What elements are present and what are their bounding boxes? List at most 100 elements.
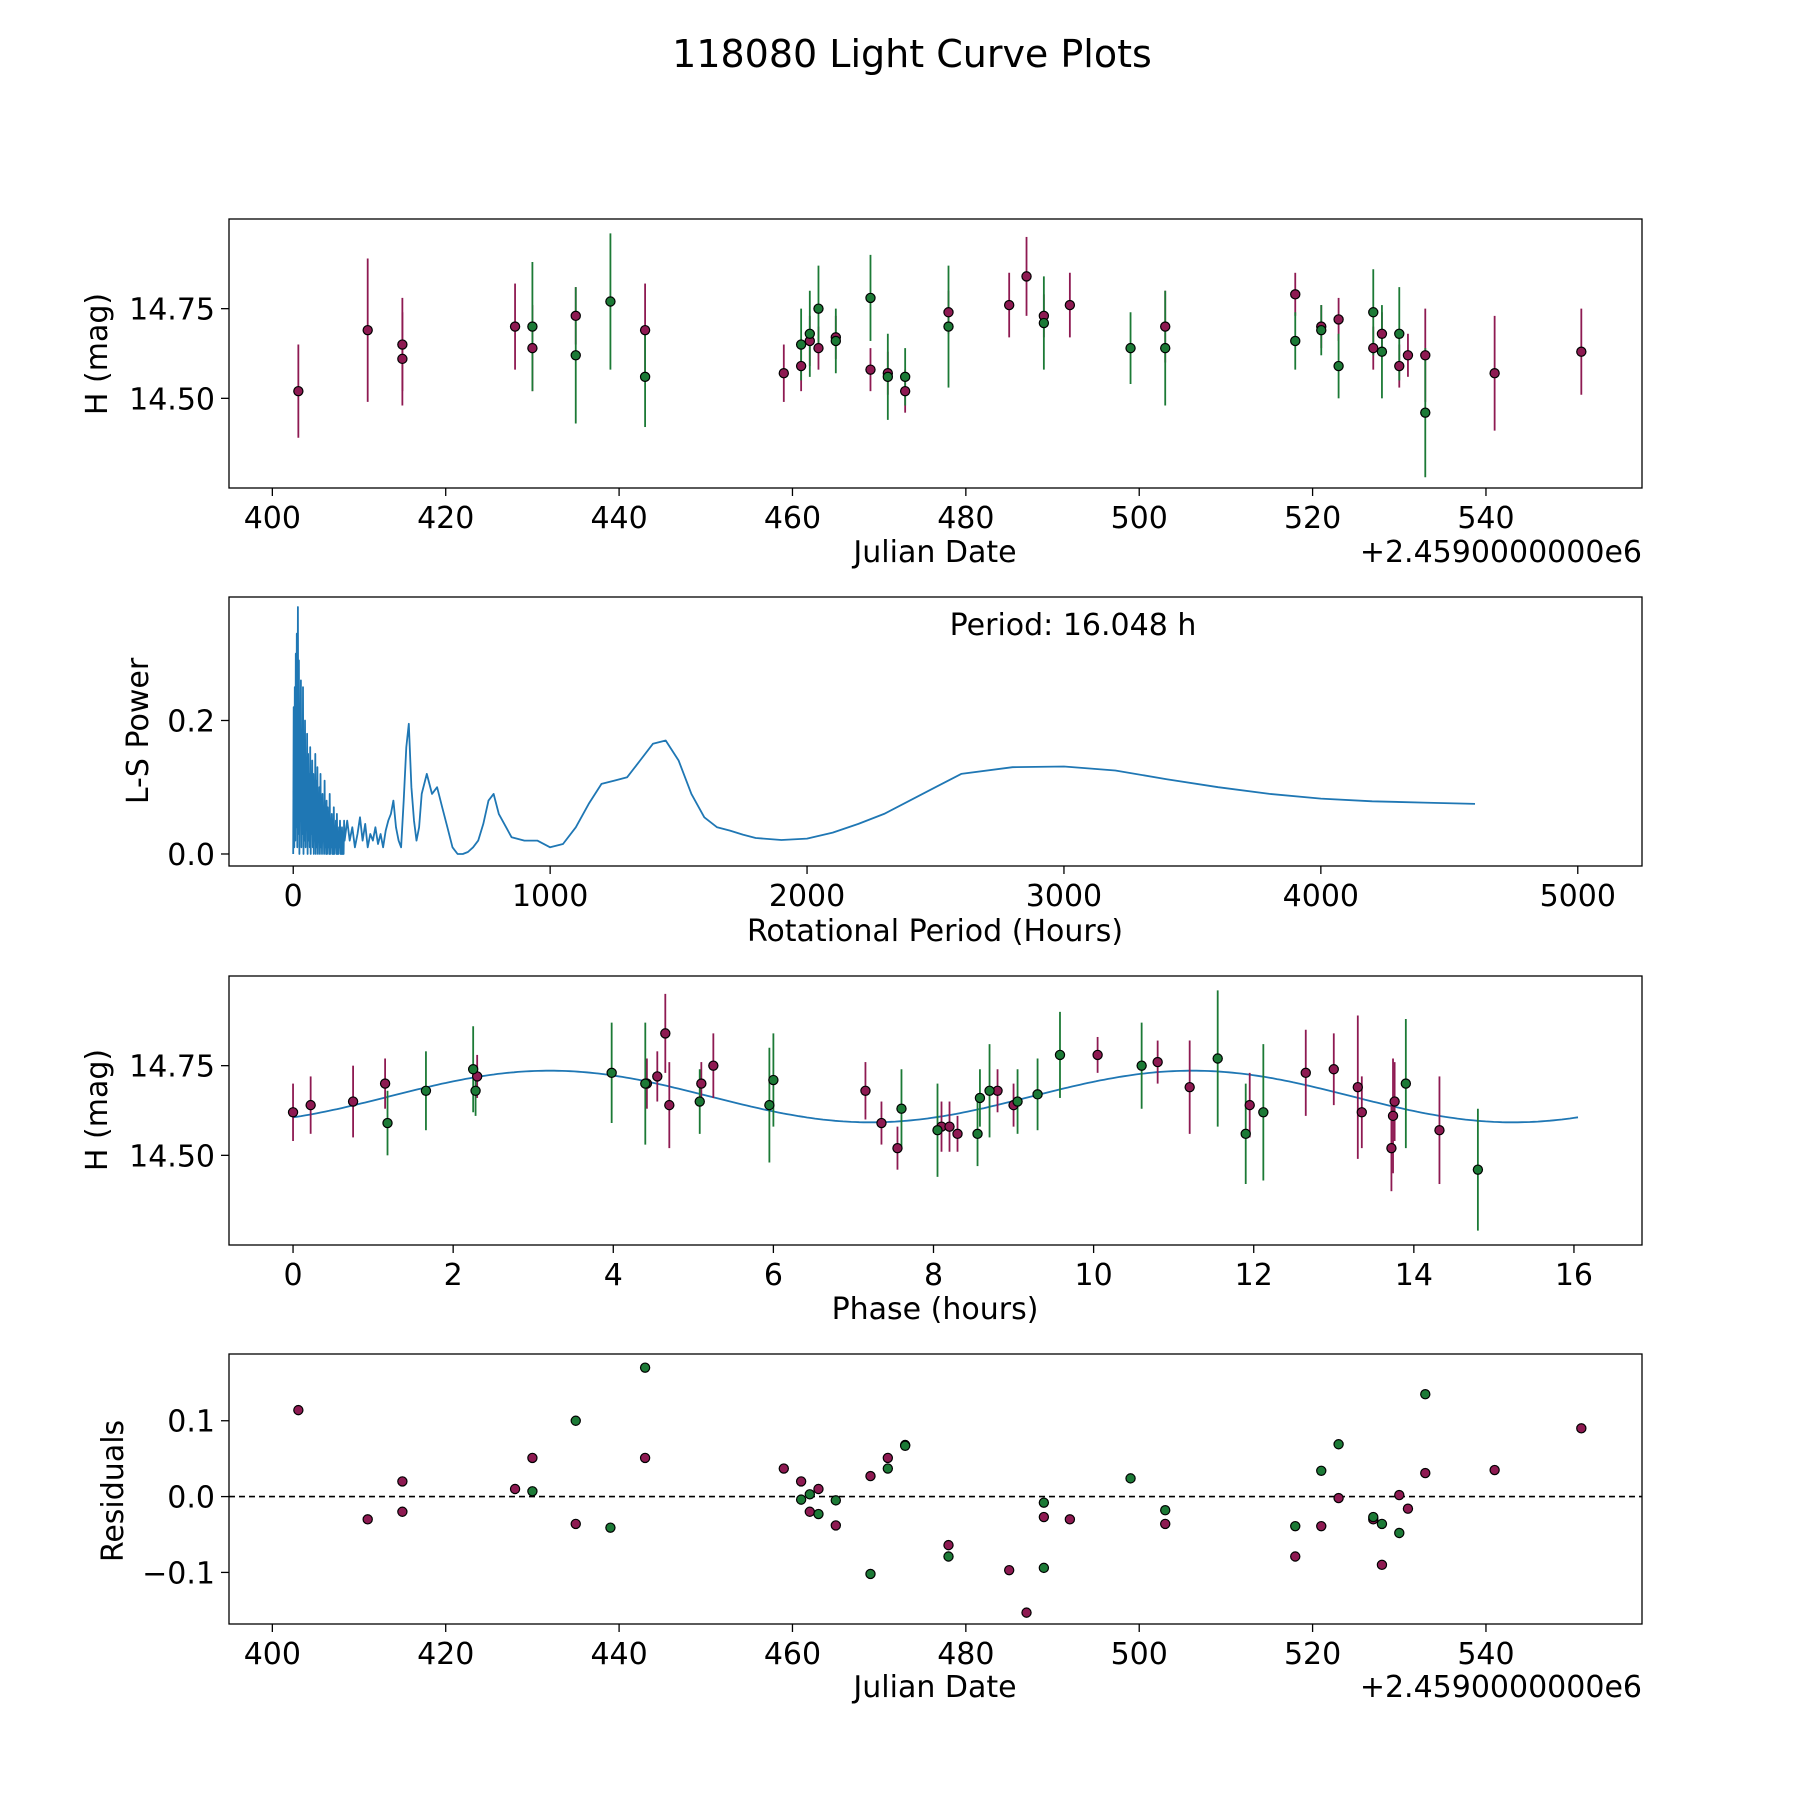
light-curve-y-label: H (mag) bbox=[80, 293, 115, 415]
light-curve-point-red bbox=[1333, 314, 1344, 325]
phase-fold-point-red bbox=[876, 1117, 887, 1129]
phase-fold-point-green bbox=[1032, 1089, 1043, 1100]
light-curve-point-green bbox=[1290, 335, 1301, 347]
residuals-point-red bbox=[1576, 1423, 1587, 1434]
periodogram-marks bbox=[292, 606, 1476, 855]
residuals-point-red bbox=[1160, 1518, 1171, 1530]
phase-fold-point-red bbox=[1387, 1110, 1399, 1122]
residuals-x-tick-label: 460 bbox=[764, 1637, 821, 1672]
residuals-point-red bbox=[778, 1463, 789, 1474]
light-curve-point-green bbox=[639, 371, 651, 383]
residuals-x-label: Julian Date bbox=[851, 1670, 1016, 1705]
phase-fold-x-label: Phase (hours) bbox=[832, 1292, 1039, 1327]
light-curve-point-green bbox=[830, 335, 842, 347]
light-curve-point-green bbox=[605, 296, 616, 307]
phase-fold-x-ticks: 0 2 4 6 8 10 12 14 16 bbox=[283, 1245, 1593, 1293]
residuals-point-red bbox=[1003, 1564, 1015, 1576]
residuals-x-tick-label: 440 bbox=[590, 1637, 647, 1672]
phase-fold-y-tick-label: 14.75 bbox=[129, 1050, 215, 1085]
residuals-point-red bbox=[865, 1470, 876, 1482]
light-curve-x-tick-label: 500 bbox=[1111, 501, 1168, 536]
phase-fold-point-green bbox=[764, 1099, 775, 1111]
phase-fold-x-tick-label: 6 bbox=[764, 1258, 783, 1293]
light-curve-point-red bbox=[397, 353, 408, 365]
light-curve-point-red bbox=[943, 307, 954, 318]
light-curve-point-red bbox=[1021, 271, 1032, 282]
phase-fold-point-red bbox=[860, 1085, 871, 1096]
periodogram-x-tick-label: 0 bbox=[284, 879, 303, 914]
phase-fold-x-tick-label: 8 bbox=[924, 1258, 943, 1293]
phase-fold-y-label: H (mag) bbox=[80, 1049, 115, 1171]
light-curve-point-green bbox=[570, 350, 581, 361]
light-curve-x-ticks: 400 420 440 460 480 500 520 540 bbox=[244, 488, 1515, 536]
phase-fold-point-green bbox=[1400, 1078, 1412, 1089]
light-curve-point-red bbox=[1290, 289, 1301, 300]
phase-fold-point-green bbox=[382, 1117, 393, 1129]
light-curve-point-red bbox=[1402, 350, 1414, 361]
residuals-x-tick-label: 520 bbox=[1284, 1637, 1341, 1672]
residuals-point-red bbox=[1420, 1467, 1431, 1479]
phase-fold-point-red bbox=[1356, 1107, 1368, 1118]
phase-fold-x-tick-label: 16 bbox=[1555, 1258, 1593, 1293]
light-curve-point-red bbox=[509, 321, 521, 332]
light-curve-point-green bbox=[865, 292, 876, 304]
residuals-point-green bbox=[1038, 1562, 1050, 1574]
phase-fold-point-red bbox=[347, 1096, 359, 1107]
phase-fold-point-green bbox=[470, 1085, 481, 1096]
light-curve-point-red bbox=[1420, 350, 1431, 361]
residuals-x-ticks: 400 420 440 460 480 500 520 540 bbox=[244, 1624, 1515, 1672]
residuals-point-red bbox=[795, 1476, 807, 1487]
light-curve-point-red bbox=[293, 385, 304, 397]
residuals-point-red bbox=[527, 1452, 538, 1464]
light-curve-axes-frame bbox=[228, 218, 1643, 489]
figure-title: 118080 Light Curve Plots bbox=[672, 32, 1152, 76]
residuals-point-green bbox=[605, 1522, 616, 1533]
residuals-point-green bbox=[1160, 1505, 1171, 1516]
light-curve-point-green bbox=[943, 321, 954, 332]
light-curve-x-tick-label: 440 bbox=[590, 501, 647, 536]
light-curve-point-red bbox=[899, 385, 911, 397]
residuals-point-green bbox=[1368, 1511, 1379, 1523]
residuals-point-red bbox=[1290, 1551, 1301, 1562]
light-curve-point-green bbox=[882, 371, 894, 383]
phase-fold-point-green bbox=[606, 1067, 617, 1079]
light-curve-point-red bbox=[1003, 299, 1015, 311]
residuals-point-green bbox=[1394, 1527, 1405, 1539]
phase-fold-point-green bbox=[420, 1085, 432, 1096]
phase-fold-point-green bbox=[694, 1096, 705, 1107]
residuals-point-red bbox=[1402, 1503, 1414, 1514]
periodogram-x-ticks: 0 1000 2000 3000 4000 5000 bbox=[284, 866, 1616, 914]
residuals-x-offset: +2.4590000000e6 bbox=[1360, 1670, 1642, 1705]
light-curve-point-green bbox=[1376, 346, 1388, 357]
light-curve-point-red bbox=[778, 368, 789, 379]
residuals-point-red bbox=[830, 1520, 842, 1531]
light-curve-point-green bbox=[1160, 342, 1171, 354]
residuals-point-green bbox=[899, 1440, 911, 1451]
phase-fold-x-tick-label: 14 bbox=[1395, 1258, 1433, 1293]
phase-fold-point-green bbox=[932, 1125, 943, 1136]
residuals-point-green bbox=[1420, 1388, 1431, 1400]
phase-fold-point-green bbox=[1212, 1053, 1223, 1064]
residuals-y-tick-label: −0.1 bbox=[142, 1556, 215, 1591]
light-curve-point-green bbox=[795, 339, 807, 350]
residuals-point-green bbox=[570, 1415, 581, 1426]
light-curve-point-red bbox=[639, 324, 651, 336]
phase-fold-point-green bbox=[1472, 1164, 1484, 1175]
light-curve-point-red bbox=[1376, 328, 1388, 339]
phase-fold-point-red bbox=[1328, 1064, 1339, 1075]
residuals-point-red bbox=[1038, 1511, 1050, 1523]
residuals-point-green bbox=[804, 1489, 816, 1500]
residuals-x-tick-label: 500 bbox=[1111, 1637, 1168, 1672]
phase-fold-x-tick-label: 4 bbox=[604, 1258, 623, 1293]
residuals-point-green bbox=[527, 1486, 538, 1497]
phase-fold-model-curve bbox=[292, 1069, 1579, 1124]
residuals-x-tick-label: 540 bbox=[1457, 1637, 1514, 1672]
residuals-point-red bbox=[1394, 1489, 1405, 1501]
periodogram-y-tick-label: 0.2 bbox=[167, 704, 215, 739]
phase-fold-point-red bbox=[1184, 1081, 1195, 1093]
light-curve-marks bbox=[293, 233, 1587, 478]
residuals-point-green bbox=[1290, 1520, 1301, 1532]
residuals-x-tick-label: 420 bbox=[417, 1637, 474, 1672]
phase-fold-point-green bbox=[640, 1078, 651, 1089]
periodogram-x-tick-label: 3000 bbox=[1026, 879, 1102, 914]
